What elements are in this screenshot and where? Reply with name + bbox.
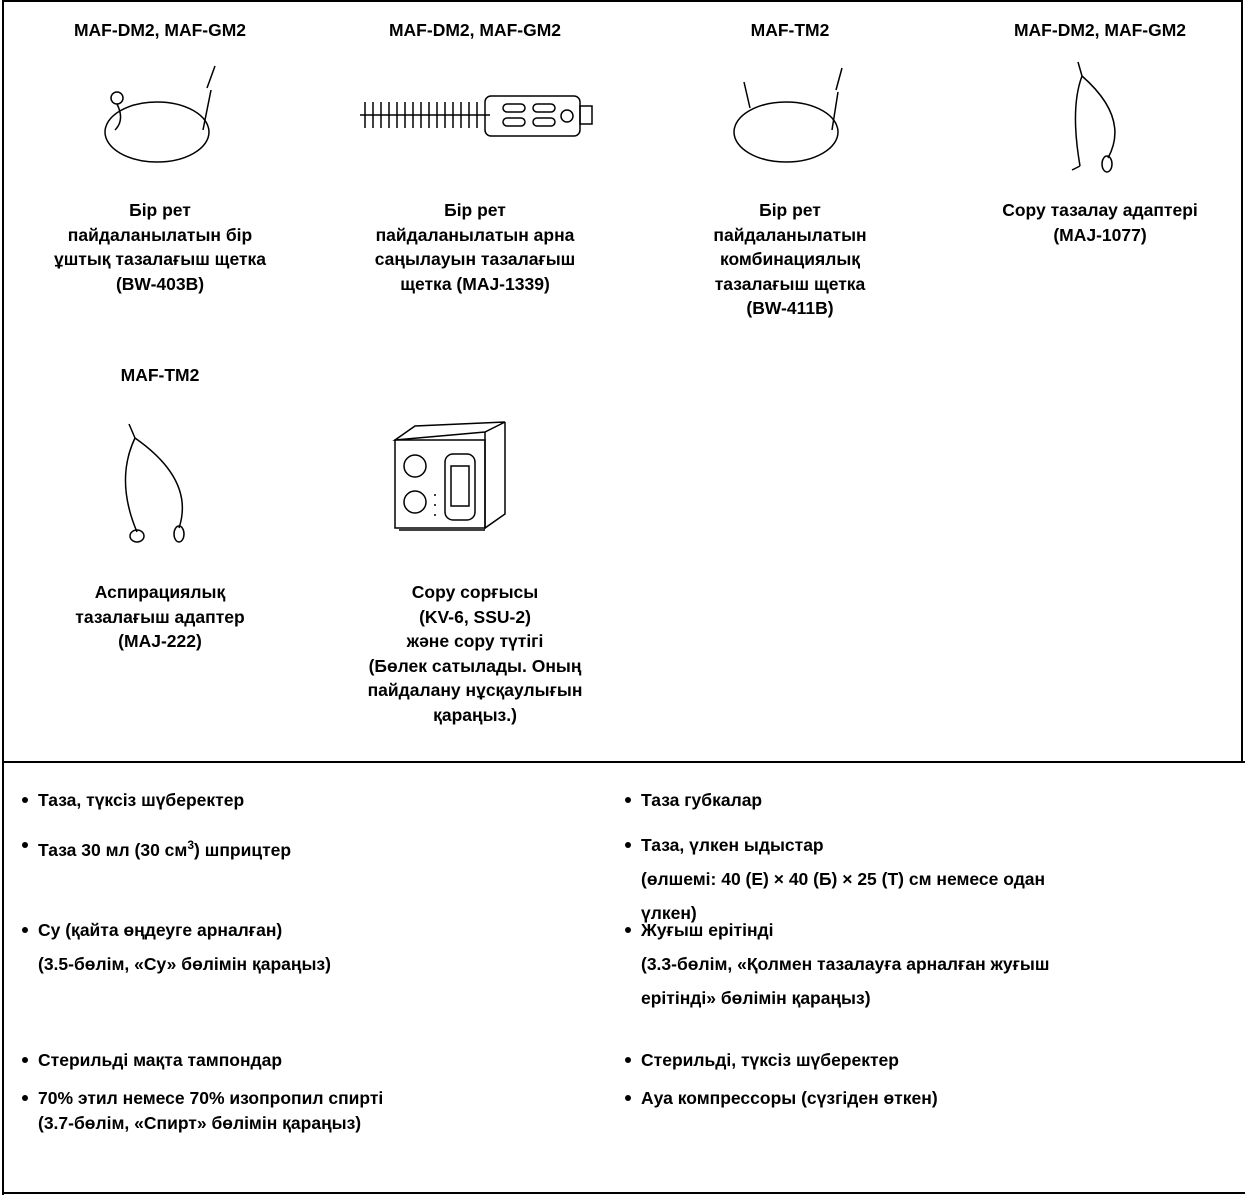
supply-line: Таза губкалар [641, 790, 763, 810]
caption-line: пайдаланылатын арна [375, 224, 575, 245]
supply-line: (3.3-бөлім, «Қолмен тазалауға арналған ж… [641, 954, 1050, 974]
caption-line: тазалағыш адаптер [75, 606, 245, 627]
caption-line: тазалағыш щетка [714, 273, 866, 294]
caption-line: Сору тазалау адаптері [1002, 200, 1198, 220]
supply-line: (өлшемі: 40 (Е) × 40 (Б) × 25 (Т) см нем… [641, 869, 1046, 889]
model-label: MAF-TM2 [750, 20, 830, 40]
text: Таза 30 мл (30 см [38, 839, 188, 860]
bullet [22, 1057, 28, 1063]
supply-line: Таза, үлкен ыдыстар [641, 835, 824, 855]
caption-line: пайдалану нұсқаулығын [367, 680, 583, 700]
bullet [22, 927, 28, 933]
caption-line: (MAJ-222) [118, 631, 202, 651]
caption-line: пайдаланылатын бір [67, 224, 253, 245]
border [1241, 0, 1243, 763]
supply-line: (3.7-бөлім, «Спирт» бөлімін қараңыз) [38, 1113, 362, 1133]
model-label: MAF-DM2, MAF-GM2 [388, 20, 562, 40]
supply-line: Таза, түксіз шүберектер [38, 790, 245, 810]
bullet [22, 1095, 28, 1101]
brush-image [104, 65, 216, 163]
caption-line: (BW-403B) [115, 273, 205, 294]
supply-line: ерітінді» бөлімін қараңыз) [641, 988, 871, 1008]
supply-line: 70% этил немесе 70% изопропил спирті [38, 1088, 384, 1108]
caption-line: (MAJ-1077) [1053, 224, 1147, 245]
caption-line: Сору сорғысы [411, 582, 539, 602]
model-label: MAF-TM2 [120, 365, 200, 385]
caption-line: ұштық тазалағыш щетка [53, 249, 267, 269]
border [2, 761, 1245, 763]
supply-line: үлкен) [641, 903, 697, 923]
caption-line: Бір рет [444, 200, 506, 220]
bullet [625, 797, 631, 803]
caption-line: қараңыз.) [433, 704, 517, 725]
supply-line: Жуғыш ерітінді [641, 920, 774, 940]
caption-line: Бір рет [759, 200, 821, 220]
caption-line: саңылауын тазалағыш [374, 249, 576, 269]
supply-line: Стерильді мақта тампондар [38, 1050, 283, 1070]
supply-line: Стерильді, түксіз шүберектер [641, 1050, 899, 1070]
caption-line: (KV-6, SSU-2) [419, 606, 531, 627]
supply-line: Ауа компрессоры (сүзгіден өткен) [641, 1088, 938, 1108]
caption-line: комбинациялық [719, 249, 861, 269]
bullet [625, 842, 631, 848]
caption-line: және сору түтігі [406, 631, 544, 651]
aspiration-adapter-image [124, 423, 185, 543]
model-label: MAF-DM2, MAF-GM2 [73, 20, 247, 40]
suction-pump-image [392, 421, 506, 531]
supply-line: Су (қайта өңдеуге арналған) [38, 920, 283, 940]
bullet [625, 927, 631, 933]
supply-line: (3.5-бөлім, «Су» бөлімін қараңыз) [38, 954, 331, 974]
suction-adapter-image [1071, 61, 1116, 173]
bullet [22, 797, 28, 803]
caption-line: Аспирациялық [94, 582, 226, 602]
border [2, 0, 4, 1195]
channel-brush-image [360, 95, 593, 137]
text: ) шприцтер [194, 839, 292, 860]
caption-line: (Бөлек сатылады. Оның [368, 655, 582, 676]
bullet [22, 842, 28, 848]
caption-line: щетка (MAJ-1339) [400, 273, 550, 294]
bullet [625, 1057, 631, 1063]
border [2, 1192, 1245, 1194]
border [2, 0, 1243, 2]
caption-line: (BW-411B) [746, 298, 834, 318]
superscript: 3 [187, 838, 195, 852]
supply-line: Таза 30 мл (30 см3) шприцтер [38, 833, 291, 862]
caption-line: пайдаланылатын [713, 224, 867, 245]
caption-line: Бір рет [129, 200, 191, 220]
combination-brush-image [733, 67, 843, 163]
bullet [625, 1095, 631, 1101]
model-label: MAF-DM2, MAF-GM2 [1013, 20, 1187, 40]
